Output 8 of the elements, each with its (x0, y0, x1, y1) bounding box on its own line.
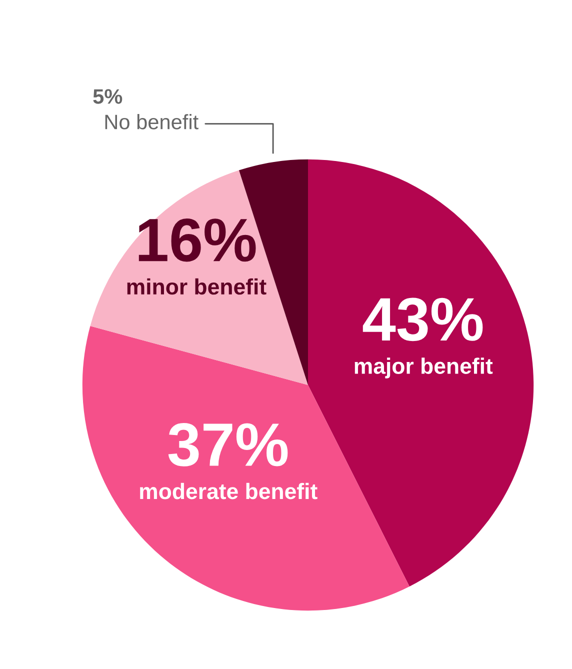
slice-label: major benefit (354, 358, 493, 378)
data-label: 37% (168, 423, 288, 466)
slice-label: minor benefit (127, 278, 266, 295)
slice-label: moderate benefit (140, 482, 318, 500)
data-label: 43% (362, 298, 483, 342)
data-label: 5% (93, 89, 122, 104)
data-label: 16% (138, 218, 256, 262)
slice-label: No benefit (105, 114, 198, 130)
